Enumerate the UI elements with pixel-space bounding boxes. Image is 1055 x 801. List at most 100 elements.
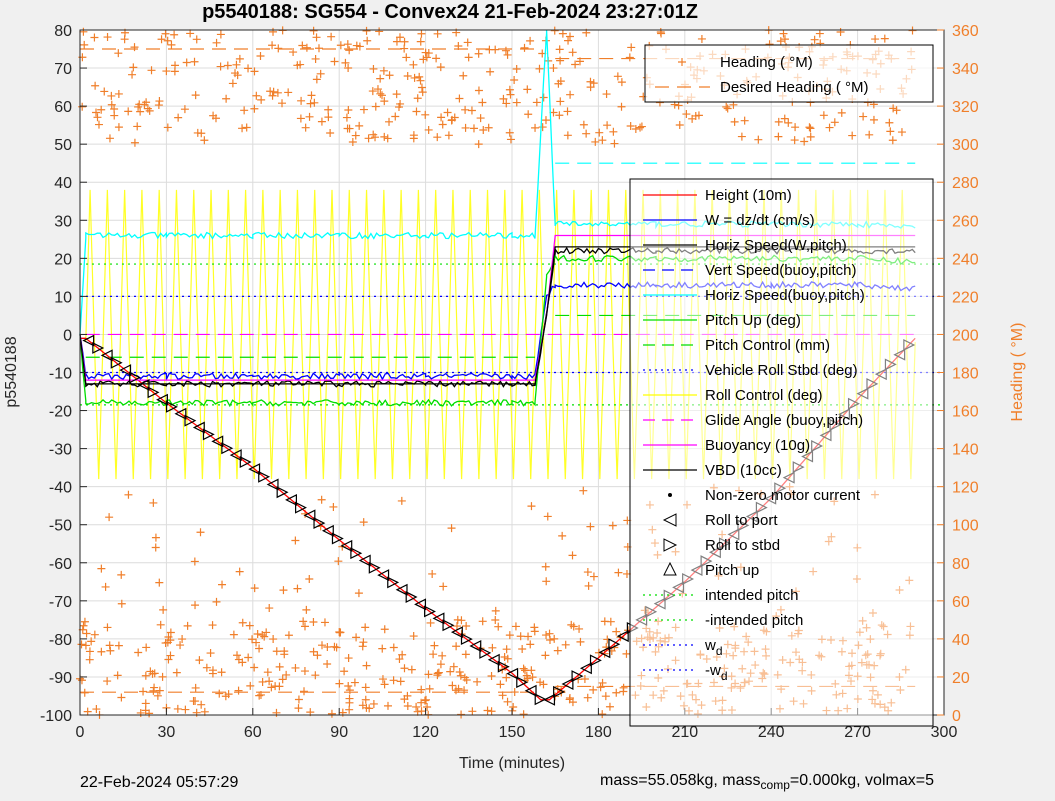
heading-point xyxy=(506,90,515,99)
heading-point xyxy=(805,123,814,132)
heading-point xyxy=(825,123,834,132)
heading-point xyxy=(410,73,419,82)
heading-point xyxy=(444,131,453,140)
heading-point xyxy=(170,30,179,39)
heading-point xyxy=(110,104,119,113)
roll-to-port-marker xyxy=(377,569,390,582)
heading-point xyxy=(300,667,309,676)
heading-point xyxy=(306,99,315,108)
heading-point xyxy=(412,107,421,116)
heading-point xyxy=(244,64,253,73)
roll-to-stbd-marker xyxy=(221,442,234,455)
heading-point xyxy=(114,123,123,132)
heading-point xyxy=(212,38,221,47)
heading-point xyxy=(398,650,407,659)
heading-point xyxy=(260,632,269,641)
heading-point xyxy=(279,586,288,595)
heading-point xyxy=(452,642,461,651)
heading-point xyxy=(150,683,159,692)
heading-point xyxy=(376,74,385,83)
heading-point xyxy=(130,138,139,147)
heading-point xyxy=(637,122,646,131)
heading-point xyxy=(469,124,478,133)
y-tick-label: 0 xyxy=(63,327,72,344)
heading-point xyxy=(97,564,106,573)
legend-label: Vert Speed(buoy,pitch) xyxy=(705,262,856,279)
legend-label: Non-zero motor current xyxy=(705,487,861,504)
heading-point xyxy=(462,622,471,631)
heading-point xyxy=(316,69,325,78)
heading-point xyxy=(565,694,574,703)
heading-point xyxy=(502,673,511,682)
heading-point xyxy=(232,60,241,69)
roll-to-stbd-marker xyxy=(589,654,602,667)
heading-point xyxy=(531,123,540,132)
heading-point xyxy=(141,699,150,708)
heading-point xyxy=(345,698,354,707)
heading-point xyxy=(151,543,160,552)
heading-point xyxy=(296,114,305,123)
heading-point xyxy=(149,686,158,695)
heading-point xyxy=(164,655,173,664)
heading-point xyxy=(191,683,200,692)
y-tick-label: 50 xyxy=(54,137,72,154)
heading-point xyxy=(80,688,89,697)
heading-point xyxy=(561,640,570,649)
heading-point xyxy=(124,490,133,499)
heading-point xyxy=(94,120,103,129)
heading-point xyxy=(598,710,607,719)
heading-point xyxy=(174,113,183,122)
roll-to-stbd-marker xyxy=(368,561,381,574)
heading-point xyxy=(430,641,439,650)
heading-point xyxy=(595,128,604,137)
heading-point xyxy=(555,45,564,54)
heading-point xyxy=(403,691,412,700)
heading-point xyxy=(541,651,550,660)
y2-tick-label: 80 xyxy=(952,556,970,573)
footer-mass-prefix: mass=55.058kg, mass xyxy=(600,772,761,789)
heading-point xyxy=(216,30,225,39)
heading-point xyxy=(535,64,544,73)
legend-label: Roll to port xyxy=(705,512,778,529)
heading-point xyxy=(91,81,100,90)
heading-point xyxy=(101,582,110,591)
heading-point xyxy=(141,671,150,680)
heading-point xyxy=(248,635,257,644)
legend-label: -intended pitch xyxy=(705,612,803,629)
heading-point xyxy=(553,646,562,655)
roll-to-port-marker xyxy=(524,684,537,697)
legend-label: VBD (10cc) xyxy=(705,462,782,479)
heading-point xyxy=(543,512,552,521)
heading-point xyxy=(278,675,287,684)
heading-point xyxy=(614,568,623,577)
heading-point xyxy=(494,622,503,631)
heading-point xyxy=(140,100,149,109)
heading-point xyxy=(90,33,99,42)
heading-point xyxy=(450,113,459,122)
roll-to-port-marker xyxy=(100,349,113,362)
heading-point xyxy=(359,638,368,647)
heading-point xyxy=(191,601,200,610)
heading-point xyxy=(282,670,291,679)
roll-to-port-marker xyxy=(340,539,353,552)
y-tick-label: -40 xyxy=(49,480,72,497)
heading-point xyxy=(626,122,635,131)
heading-point xyxy=(183,621,192,630)
roll-to-port-marker xyxy=(616,630,629,643)
heading-point xyxy=(103,33,112,42)
y-tick-label: -60 xyxy=(49,556,72,573)
heading-point xyxy=(400,664,409,673)
y2-tick-label: 320 xyxy=(952,99,979,116)
heading-point xyxy=(211,114,220,123)
heading-point xyxy=(429,650,438,659)
heading-point xyxy=(359,105,368,114)
heading-point xyxy=(434,668,443,677)
heading-point xyxy=(541,562,550,571)
heading-point xyxy=(124,107,133,116)
heading-point xyxy=(344,105,353,114)
heading-point xyxy=(780,114,789,123)
heading-point xyxy=(723,104,732,113)
heading-point xyxy=(503,654,512,663)
heading-point xyxy=(378,675,387,684)
heading-point xyxy=(253,629,262,638)
